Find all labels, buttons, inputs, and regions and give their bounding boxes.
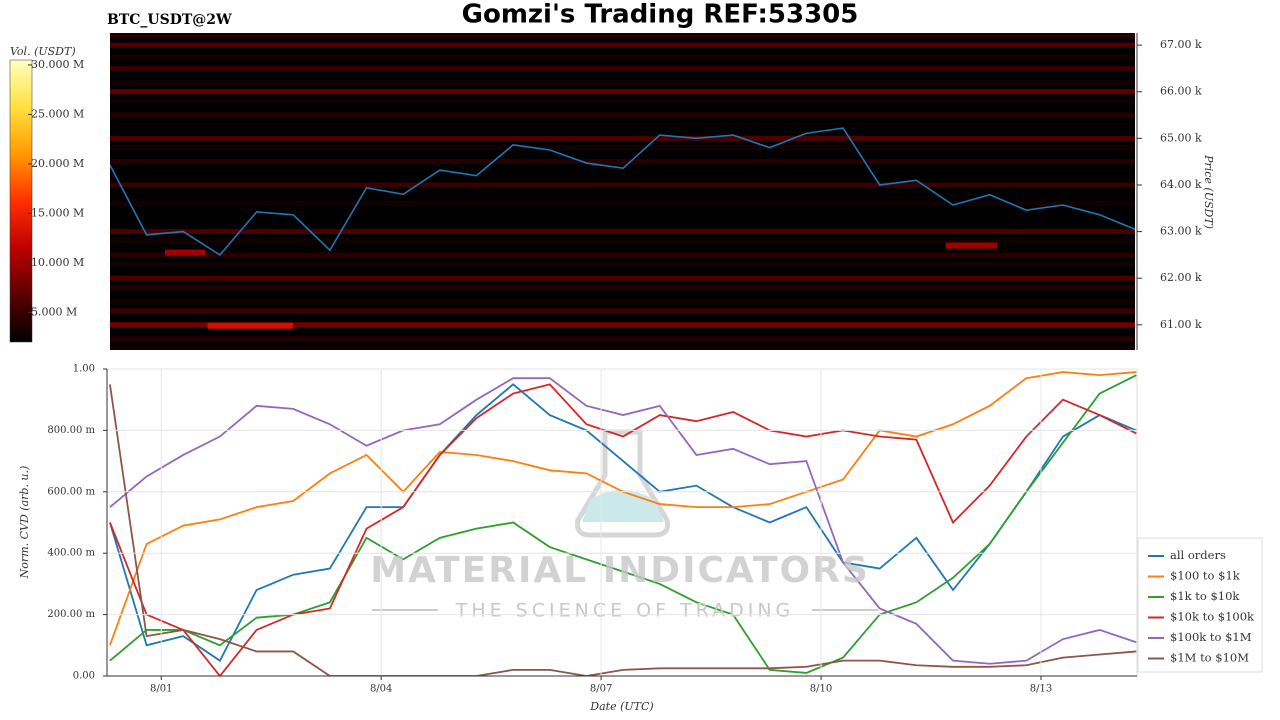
liquidity-band [110,336,1135,342]
liquidity-band [110,285,1135,291]
liquidity-wall [164,249,206,256]
x-tick-label: 8/10 [810,684,832,695]
y-axis-title: Price (USDT) [1202,154,1215,229]
liquidity-band [110,322,1135,328]
plot-area [106,368,1138,677]
liquidity-band [110,54,1135,60]
y-tick-label: 400.00 m [47,548,95,559]
liquidity-wall [945,242,997,249]
legend [1137,537,1263,673]
liquidity-band [110,261,1135,267]
chart-title: Gomzi's Trading REF:53305 [462,0,859,30]
symbol: BTC_USDT@2W [107,12,232,28]
y-tick-label: 67.00 k [1160,38,1202,51]
liquidity-band [110,229,1135,235]
liquidity-band [110,65,1135,71]
y-axis-title: Norm. CVD (arb. u.) [18,466,31,580]
liquidity-band [110,182,1135,188]
colorbar-tick-label: 15.000 M [31,206,84,219]
y-tick-label: 0.00 [73,671,95,682]
y-tick-label: 65.00 k [1160,131,1202,144]
colorbar-tick-label: 20.000 M [31,157,84,170]
y-tick-label: 1.00 [73,364,95,375]
watermark-brand: MATERIAL INDICATORS [370,550,870,591]
line-layer [109,371,1137,676]
x-tick-label: 8/13 [1030,684,1052,695]
cvd-line [109,374,1137,674]
price-line [110,127,1135,256]
liquidity-band [110,42,1135,48]
colorbar-tick-label: 10.000 M [31,256,84,269]
liquidity-band [110,308,1135,314]
colorbar [9,59,33,343]
legend-label: $1k to $10k [1170,589,1240,603]
y-tick-label: 64.00 k [1160,178,1202,191]
x-tick-label: 8/07 [590,684,612,695]
legend-label: $100 to $1k [1170,569,1241,583]
colorbar-tick-label: 5.000 M [31,305,77,318]
y-tick-label: 62.00 k [1160,271,1202,284]
colorbar-tick-label: 30.000 M [31,58,84,71]
liquidity-band [110,159,1135,165]
liquidity-band [110,238,1135,244]
colorbar-tick-label: 25.000 M [31,107,84,120]
x-tick-label: 8/04 [370,684,392,695]
liquidity-band [110,145,1135,151]
liquidity-band [110,275,1135,281]
legend-label: all orders [1170,548,1226,562]
liquidity-band [110,252,1135,258]
liquidity-band [110,201,1135,207]
x-tick-label: 8/01 [150,684,172,695]
liquidity-band [110,345,1135,350]
y-tick-label: 63.00 k [1160,225,1202,238]
legend-label: $10k to $100k [1170,610,1255,624]
colorbar-label: Vol. (USDT) [10,45,76,58]
y-tick-label: 61.00 k [1160,318,1202,331]
y-tick-label: 66.00 k [1160,85,1202,98]
liquidity-band [110,33,1135,39]
liquidity-band [110,98,1135,104]
x-axis-title: Date (UTC) [589,700,653,713]
y-tick-label: 200.00 m [47,609,95,620]
legend-label: $1M to $10M [1170,651,1249,665]
cvd-line [109,384,1137,676]
liquidity-band [110,135,1135,141]
liquidity-wall [207,322,294,329]
heatmap-layer [110,33,1135,350]
liquidity-band [110,89,1135,95]
watermark-tagline: THE SCIENCE OF TRADING [455,600,795,622]
cvd-line [109,377,1137,665]
liquidity-band [110,79,1135,85]
heatmap-background [110,33,1135,350]
y-tick-label: 600.00 m [47,486,95,497]
cvd-line [109,383,1137,676]
y-tick-label: 800.00 m [47,425,95,436]
liquidity-band [110,299,1135,305]
cvd-line [109,383,1137,662]
legend-label: $100k to $1M [1170,630,1252,644]
liquidity-band [110,112,1135,118]
